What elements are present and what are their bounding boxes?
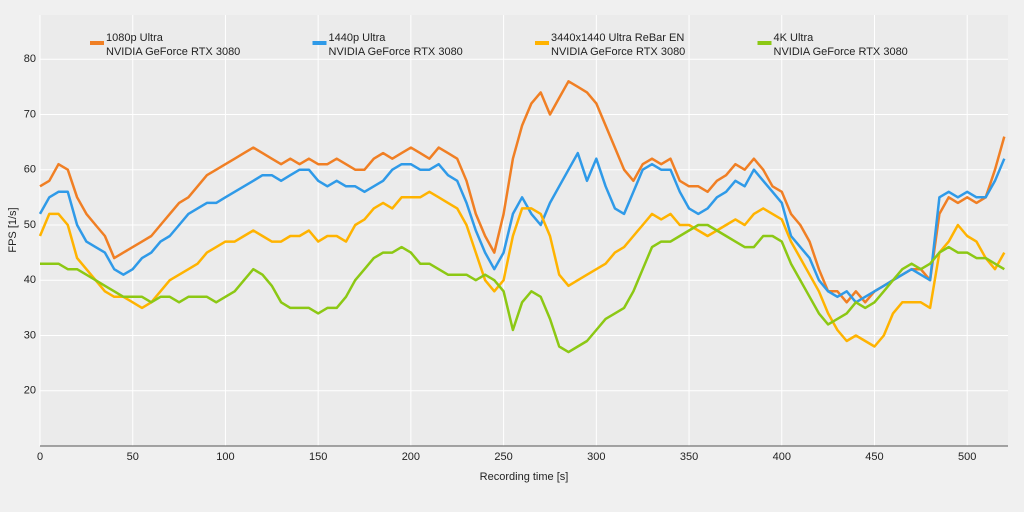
legend-label: 4K Ultra bbox=[774, 32, 815, 44]
legend-swatch bbox=[312, 41, 327, 45]
series-line bbox=[38, 151, 1006, 304]
x-tick-label: 100 bbox=[216, 451, 234, 463]
legend-label: NVIDIA GeForce RTX 3080 bbox=[551, 46, 685, 58]
x-tick-label: 200 bbox=[402, 451, 420, 463]
legend-label: 1080p Ultra bbox=[106, 32, 164, 44]
x-tick-label: 500 bbox=[958, 451, 976, 463]
series-line bbox=[38, 190, 1006, 348]
x-axis-label: Recording time [s] bbox=[480, 471, 569, 483]
plot-area bbox=[40, 15, 1008, 446]
x-tick-label: 450 bbox=[865, 451, 883, 463]
y-tick-label: 70 bbox=[24, 108, 36, 120]
legend-swatch bbox=[90, 41, 104, 45]
y-tick-label: 20 bbox=[24, 385, 36, 397]
legend-label: 1440p Ultra bbox=[329, 32, 387, 44]
x-tick-label: 300 bbox=[587, 451, 605, 463]
legend-label: NVIDIA GeForce RTX 3080 bbox=[774, 46, 908, 58]
legend-label: 3440x1440 Ultra ReBar EN bbox=[551, 32, 684, 44]
legend-swatch bbox=[535, 41, 549, 45]
y-tick-label: 50 bbox=[24, 219, 36, 231]
legend-label: NVIDIA GeForce RTX 3080 bbox=[106, 46, 240, 58]
series-line bbox=[40, 223, 1005, 354]
y-tick-label: 30 bbox=[24, 329, 36, 341]
legend-label: NVIDIA GeForce RTX 3080 bbox=[329, 46, 463, 58]
x-tick-label: 50 bbox=[127, 451, 139, 463]
y-tick-label: 40 bbox=[24, 274, 36, 286]
x-tick-label: 350 bbox=[680, 451, 698, 463]
x-tick-label: 0 bbox=[37, 451, 43, 463]
series-line bbox=[39, 80, 1006, 304]
x-tick-label: 400 bbox=[773, 451, 791, 463]
legend-swatch bbox=[757, 41, 772, 45]
x-tick-label: 250 bbox=[494, 451, 512, 463]
y-tick-label: 60 bbox=[24, 164, 36, 176]
y-tick-label: 80 bbox=[24, 53, 36, 65]
x-tick-label: 150 bbox=[309, 451, 327, 463]
y-axis-label: FPS [1/s] bbox=[7, 207, 19, 252]
